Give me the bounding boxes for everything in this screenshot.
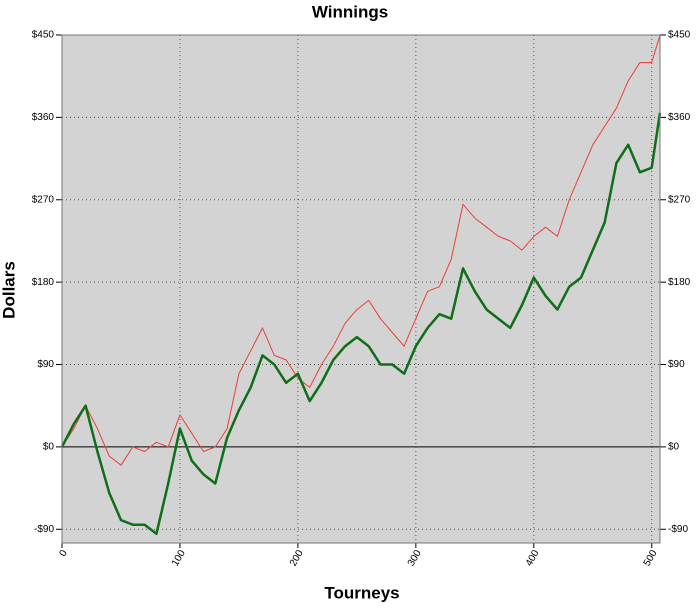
- x-tick-label: 200: [288, 548, 306, 568]
- y-tick-label: $270: [32, 194, 55, 205]
- y-tick-label: $450: [32, 30, 55, 41]
- chart-title: Winnings: [312, 2, 388, 21]
- y-tick-label-right: $0: [668, 442, 680, 453]
- x-tick-label: 300: [406, 548, 424, 568]
- x-tick-label: 0: [58, 548, 71, 559]
- series-line: [61, 34, 661, 466]
- y-tick-label: $360: [32, 112, 55, 123]
- y-tick-label-right: -$90: [668, 524, 688, 535]
- y-tick-label-right: $450: [668, 30, 691, 41]
- y-tick-label: -$90: [34, 524, 54, 535]
- plot-border: [61, 34, 661, 544]
- x-tick-label: 500: [642, 548, 660, 568]
- plot-area: [61, 34, 661, 544]
- y-tick-label-right: $180: [668, 277, 691, 288]
- x-tick-label: 400: [524, 548, 542, 568]
- y-tick-label: $0: [43, 442, 55, 453]
- series-line: [60, 112, 662, 536]
- y-tick-label: $90: [37, 359, 54, 370]
- y-axis-title: Dollars: [0, 261, 18, 319]
- y-tick-label-right: $270: [668, 194, 691, 205]
- x-tick-label: 100: [170, 548, 188, 568]
- x-axis-title: Tourneys: [324, 583, 399, 602]
- y-tick-label-right: $360: [668, 112, 691, 123]
- y-tick-label-right: $90: [668, 359, 685, 370]
- y-tick-label: $180: [32, 277, 55, 288]
